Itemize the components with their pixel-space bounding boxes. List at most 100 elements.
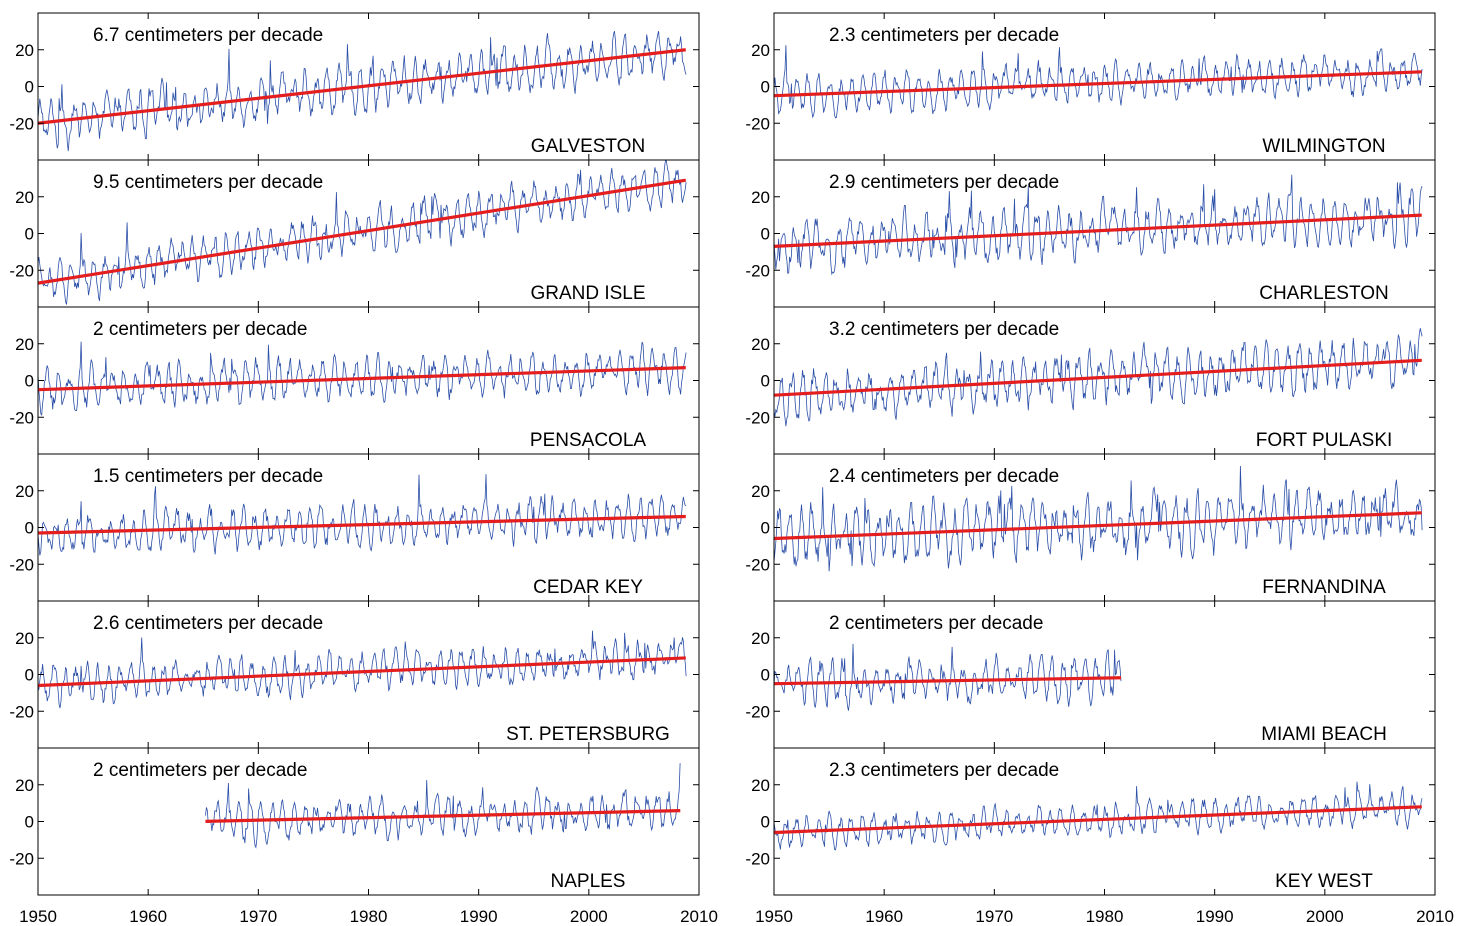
monthly-series-line [774,174,1423,276]
y-tick-label: 0 [25,519,34,538]
trend-line [37,178,687,285]
panel-naples: 20 0 -20 2 centimeters per decade NAPLES [9,747,700,896]
station-label: WILMINGTON [1262,136,1385,157]
y-tick-label: 0 [761,666,770,685]
panel-grand-isle: 20 0 -20 9.5 centimeters per decade GRAND IS… [9,159,700,308]
trend-line [773,805,1422,835]
y-tick-label: 0 [761,78,770,97]
x-tick-label: 2010 [1416,907,1454,926]
panel-fernandina: 20 0 -20 2.4 centimeters per decade FERNANDI… [745,453,1436,602]
rate-label: 6.7 centimeters per decade [93,25,323,46]
x-tick-label: 1970 [239,907,277,926]
y-tick-label: 20 [15,335,34,354]
station-label: CHARLESTON [1259,283,1389,304]
y-tick-label: -20 [9,702,34,721]
y-tick-label: -20 [9,114,34,133]
x-tick-label: 1950 [19,907,57,926]
panel-st-petersburg: 20 0 -20 2.6 centimeters per decade ST. PETE… [9,600,700,749]
x-tick-label: 1990 [1196,907,1234,926]
y-tick-label: -20 [9,261,34,280]
trend-line [37,366,686,392]
monthly-series-line [38,630,687,709]
y-tick-label: -20 [745,555,770,574]
rate-label: 3.2 centimeters per decade [829,319,1059,340]
trend-line [37,48,686,125]
x-tick-label: 1960 [129,907,167,926]
y-tick-label: 0 [761,519,770,538]
trend-line [773,213,1422,248]
y-tick-label: -20 [745,408,770,427]
y-tick-label: 20 [15,776,34,795]
station-label: MIAMI BEACH [1261,724,1387,745]
y-tick-label: -20 [745,114,770,133]
rate-label: 2.4 centimeters per decade [829,466,1059,487]
y-tick-label: -20 [745,702,770,721]
rate-label: 9.5 centimeters per decade [93,172,323,193]
y-tick-label: 0 [25,372,34,391]
trend-line [37,656,686,688]
y-tick-label: 0 [761,225,770,244]
trend-line [773,511,1422,541]
rate-label: 2.3 centimeters per decade [829,25,1059,46]
y-tick-label: -20 [9,849,34,868]
x-tick-label: 1980 [1086,907,1124,926]
rate-label: 2 centimeters per decade [93,760,307,781]
monthly-series-line [205,763,681,849]
y-tick-label: 0 [25,666,34,685]
y-tick-label: -20 [9,555,34,574]
y-tick-label: -20 [745,261,770,280]
monthly-series-line [774,643,1122,711]
monthly-series-line [38,31,687,152]
station-label: CEDAR KEY [533,577,643,598]
panel-charleston: 20 0 -20 2.9 centimeters per decade CHARLEST… [745,159,1436,308]
y-tick-label: 0 [761,813,770,832]
y-tick-label: 0 [25,225,34,244]
y-tick-label: 0 [761,372,770,391]
y-tick-label: 20 [751,482,770,501]
y-tick-label: 20 [15,629,34,648]
station-label: FORT PULASKI [1256,430,1393,451]
x-tick-label: 1950 [755,907,793,926]
x-tick-label: 1980 [350,907,388,926]
panel-fort-pulaski: 20 0 -20 3.2 centimeters per decade FORT PUL… [745,306,1436,455]
trend-line [773,358,1422,397]
rate-label: 1.5 centimeters per decade [93,466,323,487]
y-tick-label: -20 [745,849,770,868]
y-tick-label: 20 [751,776,770,795]
monthly-series-line [774,328,1423,427]
y-tick-label: 20 [751,629,770,648]
station-label: NAPLES [551,871,626,892]
monthly-series-line [774,781,1423,851]
trend-line [773,70,1422,98]
rate-label: 2.6 centimeters per decade [93,613,323,634]
panel-wilmington: 20 0 -20 2.3 centimeters per decade WILMINGT… [745,12,1436,161]
rate-label: 2.3 centimeters per decade [829,760,1059,781]
x-tick-label: 1970 [975,907,1013,926]
x-tick-label: 1990 [460,907,498,926]
trend-line [37,514,686,535]
panel-galveston: 20 0 -20 6.7 centimeters per decade GALVESTO… [9,12,700,161]
y-tick-label: 0 [25,813,34,832]
station-label: FERNANDINA [1262,577,1386,598]
monthly-series-line [774,45,1423,119]
x-tick-label: 2000 [570,907,608,926]
panel-key-west: 20 0 -20 2.3 centimeters per decade KEY WEST [745,747,1436,896]
x-tick-label: 1960 [865,907,903,926]
trend-line [773,676,1122,686]
station-label: KEY WEST [1275,871,1373,892]
panel-cedar-key: 20 0 -20 1.5 centimeters per decade CEDAR KE… [9,453,700,602]
rate-label: 2 centimeters per decade [93,319,307,340]
y-tick-label: 0 [25,78,34,97]
monthly-series-line [774,465,1423,572]
panel-pensacola: 20 0 -20 2 centimeters per decade PENSACOLA [9,306,700,455]
y-tick-label: 20 [15,41,34,60]
y-tick-label: 20 [751,188,770,207]
rate-label: 2 centimeters per decade [829,613,1043,634]
y-tick-label: 20 [15,482,34,501]
y-tick-label: 20 [751,41,770,60]
y-tick-label: -20 [9,408,34,427]
station-label: GRAND ISLE [530,283,645,304]
panel-miami-beach: 20 0 -20 2 centimeters per decade MIAMI BEAC… [745,600,1436,749]
x-tick-label: 2010 [680,907,718,926]
